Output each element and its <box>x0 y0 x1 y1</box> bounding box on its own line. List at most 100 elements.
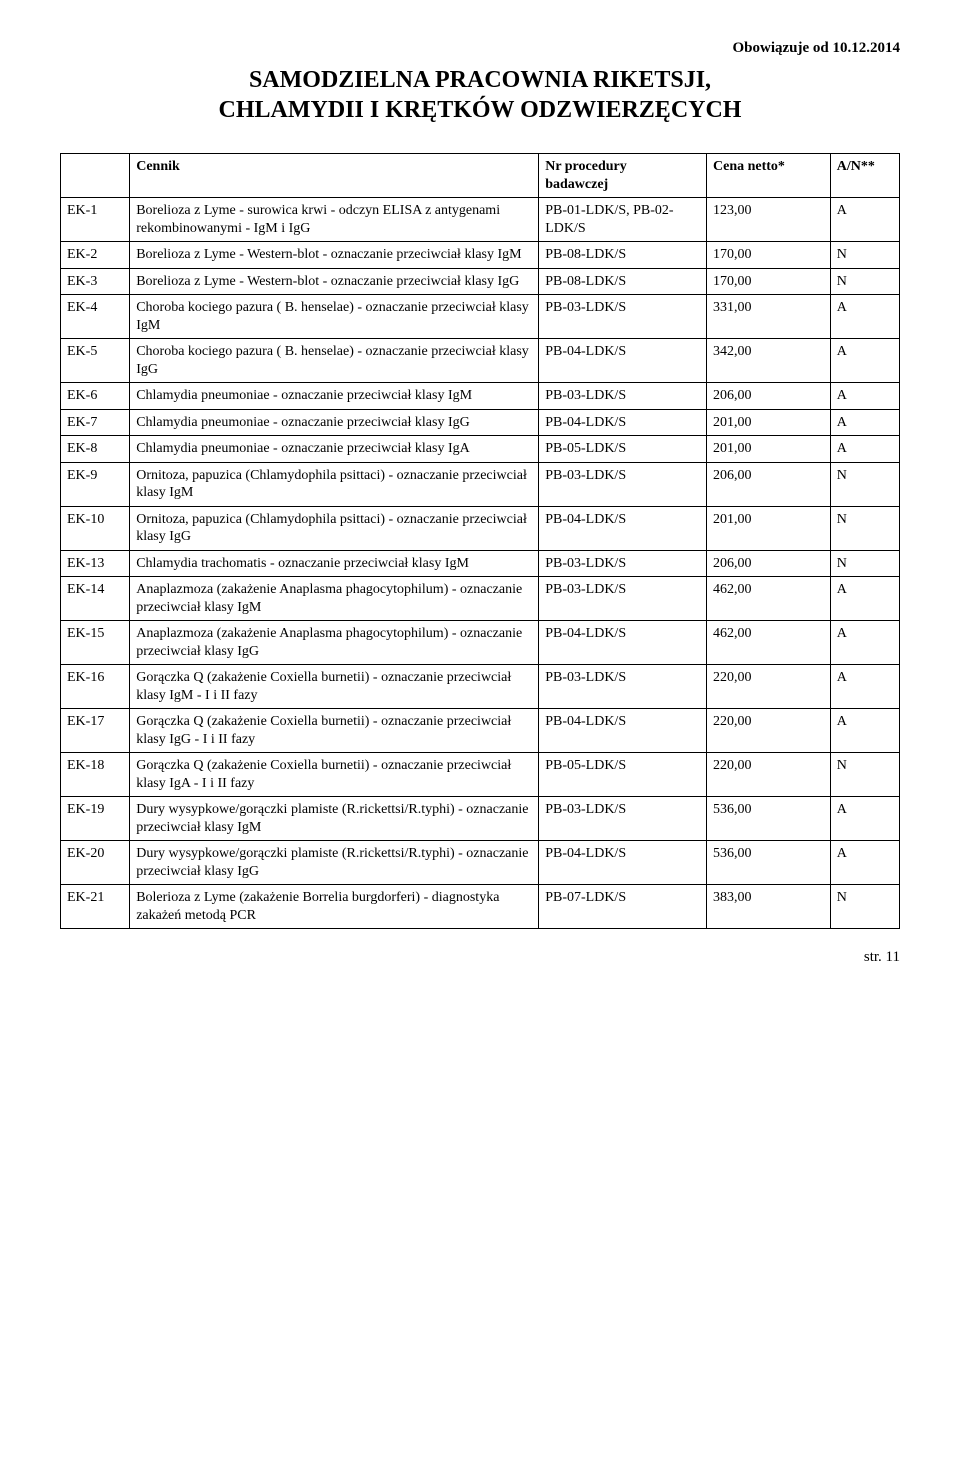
cell-description: Borelioza z Lyme - Western-blot - oznacz… <box>130 242 539 269</box>
table-row: EK-4Choroba kociego pazura ( B. henselae… <box>61 295 900 339</box>
cell-an: A <box>830 841 899 885</box>
cell-an: A <box>830 383 899 410</box>
cell-description: Choroba kociego pazura ( B. henselae) - … <box>130 339 539 383</box>
cell-an: A <box>830 198 899 242</box>
cell-price: 206,00 <box>707 383 831 410</box>
cell-code: EK-21 <box>61 885 130 929</box>
cell-procedure: PB-04-LDK/S <box>539 621 707 665</box>
col-header-an: A/N** <box>830 154 899 198</box>
col-header-procedure-l1: Nr procedury <box>545 159 627 174</box>
cell-an: A <box>830 797 899 841</box>
col-header-procedure-l2: badawczej <box>545 177 608 192</box>
cell-procedure: PB-03-LDK/S <box>539 550 707 577</box>
table-row: EK-20Dury wysypkowe/gorączki plamiste (R… <box>61 841 900 885</box>
table-row: EK-10Ornitoza, papuzica (Chlamydophila p… <box>61 506 900 550</box>
cell-code: EK-4 <box>61 295 130 339</box>
table-row: EK-1Borelioza z Lyme - surowica krwi - o… <box>61 198 900 242</box>
cell-price: 170,00 <box>707 268 831 295</box>
cell-code: EK-13 <box>61 550 130 577</box>
cell-description: Dury wysypkowe/gorączki plamiste (R.rick… <box>130 841 539 885</box>
cell-description: Anaplazmoza (zakażenie Anaplasma phagocy… <box>130 577 539 621</box>
table-row: EK-6 Chlamydia pneumoniae - oznaczanie p… <box>61 383 900 410</box>
col-header-procedure: Nr procedury badawczej <box>539 154 707 198</box>
cell-code: EK-6 <box>61 383 130 410</box>
cell-description: Choroba kociego pazura ( B. henselae) - … <box>130 295 539 339</box>
cell-price: 170,00 <box>707 242 831 269</box>
cell-description: Chlamydia pneumoniae - oznaczanie przeci… <box>130 383 539 410</box>
price-table: Cennik Nr procedury badawczej Cena netto… <box>60 153 900 929</box>
cell-price: 201,00 <box>707 409 831 436</box>
cell-price: 220,00 <box>707 665 831 709</box>
title-line-1: SAMODZIELNA PRACOWNIA RIKETSJI, <box>249 67 711 93</box>
cell-code: EK-3 <box>61 268 130 295</box>
table-row: EK-18Gorączka Q (zakażenie Coxiella burn… <box>61 753 900 797</box>
cell-procedure: PB-04-LDK/S <box>539 339 707 383</box>
cell-an: N <box>830 268 899 295</box>
cell-code: EK-9 <box>61 462 130 506</box>
cell-an: A <box>830 621 899 665</box>
cell-price: 342,00 <box>707 339 831 383</box>
title-line-2: CHLAMYDII I KRĘTKÓW ODZWIERZĘCYCH <box>219 97 742 123</box>
cell-an: N <box>830 506 899 550</box>
cell-code: EK-1 <box>61 198 130 242</box>
cell-price: 220,00 <box>707 709 831 753</box>
table-row: EK-19Dury wysypkowe/gorączki plamiste (R… <box>61 797 900 841</box>
table-row: EK-3Borelioza z Lyme - Western-blot - oz… <box>61 268 900 295</box>
cell-price: 123,00 <box>707 198 831 242</box>
cell-procedure: PB-03-LDK/S <box>539 665 707 709</box>
cell-price: 462,00 <box>707 621 831 665</box>
cell-code: EK-20 <box>61 841 130 885</box>
cell-price: 220,00 <box>707 753 831 797</box>
cell-code: EK-19 <box>61 797 130 841</box>
cell-description: Ornitoza, papuzica (Chlamydophila psitta… <box>130 462 539 506</box>
cell-description: Gorączka Q (zakażenie Coxiella burnetii)… <box>130 665 539 709</box>
cell-an: A <box>830 665 899 709</box>
cell-code: EK-8 <box>61 436 130 463</box>
table-row: EK-21Bolerioza z Lyme (zakażenie Borreli… <box>61 885 900 929</box>
col-header-name: Cennik <box>130 154 539 198</box>
cell-an: A <box>830 295 899 339</box>
cell-code: EK-7 <box>61 409 130 436</box>
cell-description: Borelioza z Lyme - Western-blot - oznacz… <box>130 268 539 295</box>
cell-an: N <box>830 462 899 506</box>
cell-an: A <box>830 577 899 621</box>
cell-description: Ornitoza, papuzica (Chlamydophila psitta… <box>130 506 539 550</box>
cell-procedure: PB-04-LDK/S <box>539 709 707 753</box>
page-title: SAMODZIELNA PRACOWNIA RIKETSJI, CHLAMYDI… <box>60 65 900 125</box>
cell-procedure: PB-01-LDK/S, PB-02-LDK/S <box>539 198 707 242</box>
cell-description: Gorączka Q (zakażenie Coxiella burnetii)… <box>130 709 539 753</box>
page-number: str. 11 <box>60 949 900 966</box>
cell-procedure: PB-04-LDK/S <box>539 841 707 885</box>
cell-procedure: PB-03-LDK/S <box>539 295 707 339</box>
cell-description: Dury wysypkowe/gorączki plamiste (R.rick… <box>130 797 539 841</box>
cell-code: EK-14 <box>61 577 130 621</box>
cell-an: A <box>830 409 899 436</box>
table-row: EK-8Chlamydia pneumoniae - oznaczanie pr… <box>61 436 900 463</box>
table-row: EK-2Borelioza z Lyme - Western-blot - oz… <box>61 242 900 269</box>
cell-an: N <box>830 242 899 269</box>
cell-price: 201,00 <box>707 436 831 463</box>
cell-procedure: PB-04-LDK/S <box>539 506 707 550</box>
table-row: EK-9Ornitoza, papuzica (Chlamydophila ps… <box>61 462 900 506</box>
cell-price: 206,00 <box>707 550 831 577</box>
cell-price: 536,00 <box>707 841 831 885</box>
cell-an: N <box>830 885 899 929</box>
cell-an: N <box>830 753 899 797</box>
col-header-code <box>61 154 130 198</box>
cell-procedure: PB-07-LDK/S <box>539 885 707 929</box>
cell-code: EK-17 <box>61 709 130 753</box>
cell-price: 331,00 <box>707 295 831 339</box>
cell-description: Chlamydia pneumoniae - oznaczanie przeci… <box>130 436 539 463</box>
cell-code: EK-10 <box>61 506 130 550</box>
table-row: EK-13Chlamydia trachomatis - oznaczanie … <box>61 550 900 577</box>
table-header-row: Cennik Nr procedury badawczej Cena netto… <box>61 154 900 198</box>
table-row: EK-5Choroba kociego pazura ( B. henselae… <box>61 339 900 383</box>
cell-description: Gorączka Q (zakażenie Coxiella burnetii)… <box>130 753 539 797</box>
cell-an: N <box>830 550 899 577</box>
table-row: EK-14 Anaplazmoza (zakażenie Anaplasma p… <box>61 577 900 621</box>
cell-code: EK-18 <box>61 753 130 797</box>
cell-code: EK-5 <box>61 339 130 383</box>
cell-procedure: PB-03-LDK/S <box>539 462 707 506</box>
cell-code: EK-16 <box>61 665 130 709</box>
cell-procedure: PB-05-LDK/S <box>539 436 707 463</box>
